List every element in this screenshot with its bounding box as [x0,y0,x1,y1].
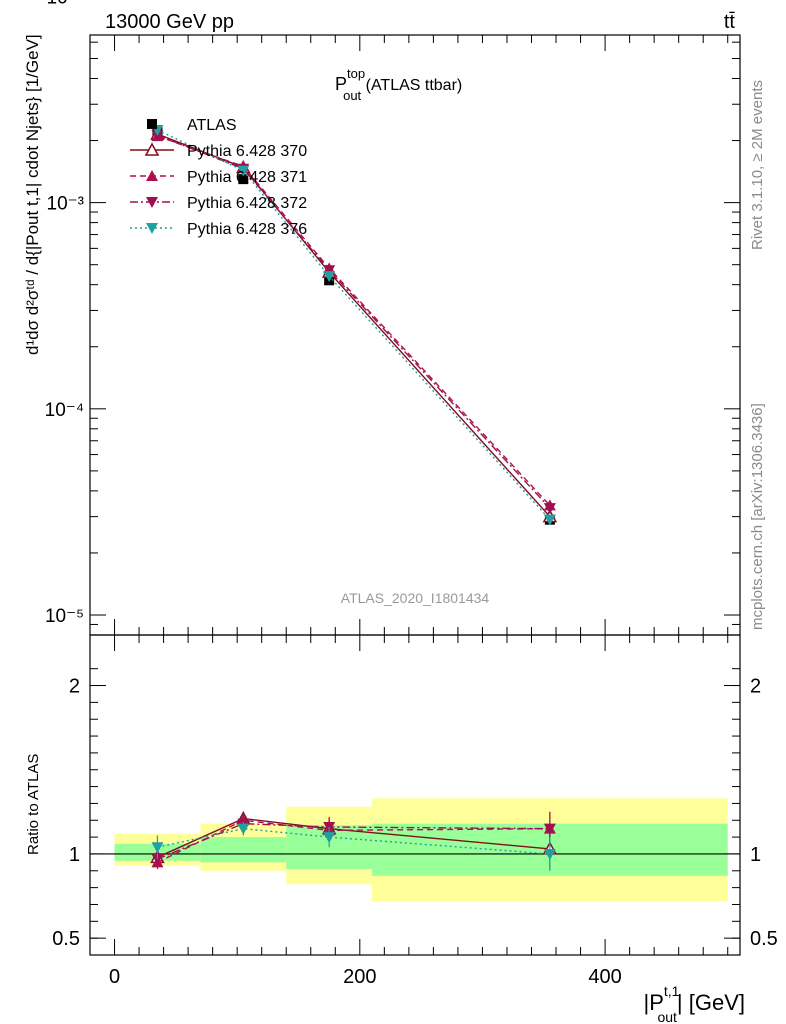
x-tick-label-0: 0 [109,966,120,988]
ratio-point-p372-0 [151,854,164,865]
series-p371 [151,130,556,870]
ratio-point-p376-0 [151,842,164,854]
ratio-line-p372 [157,822,550,860]
legend-marker-p376 [146,223,158,234]
ratio-y-label: Ratio to ATLAS [25,754,42,855]
ratio-point-p376-2 [323,832,336,844]
ratio-point-p376-1 [237,823,250,835]
ry-tick-label-1: 1 [69,844,80,866]
main-point-p376-2 [323,271,336,283]
header-left: 13000 GeV pp [105,11,234,33]
ry-tick-label-right-0: 0.5 [750,928,778,950]
watermark: ATLAS_2020_I1801434 [341,590,490,606]
ratio-bands [90,798,740,902]
main-y-label: d¹dσ d²σᵗᵈ / d{|Pout t,1| cdot Njets} [1… [23,34,42,355]
title-suffix: (ATLAS ttbar) [361,77,462,94]
title-main: P [335,74,347,94]
plot-title: Ptop out (ATLAS ttbar) [335,66,462,103]
y-tick-label-0: 10⁻⁵ [45,606,84,627]
axes: 0 200 400 10⁻⁵ 10⁻⁴ 10⁻³ 10⁻² 0.5 0.5 1 1 2 2 [45,0,778,988]
ratio-point-p372-3 [543,823,556,835]
y-tick-label-2: 10⁻³ [47,194,85,215]
ratio-plot-frame [89,634,741,956]
series-p376 [151,125,556,871]
series-atlas [152,127,555,525]
legend-label-p371: Pythia 6.428 371 [187,169,307,186]
main-line-p371 [157,135,551,506]
x-tick-label-2: 400 [588,966,621,988]
legend-label-p370: Pythia 6.428 370 [187,143,307,160]
x-label-sub: out [657,1009,677,1024]
legend-label-p372: Pythia 6.428 372 [187,195,307,212]
series-p372 [151,130,556,868]
main-line-p372 [157,134,551,509]
legend-marker-p370 [144,142,160,156]
x-label-sup: t,1 [664,983,680,999]
legend-label-atlas: ATLAS [187,117,237,134]
main-point-atlas-1 [238,174,249,185]
ratio-band-green-1 [200,837,287,863]
x-label-main: |P [643,990,663,1015]
ratio-line-p371 [157,819,550,863]
rivet-label: Rivet 3.1.10, ≥ 2M events [749,80,766,250]
main-point-p376-3 [543,514,556,526]
header-right: tt̄ [724,11,736,33]
main-point-p372-2 [323,265,336,277]
y-tick-label-3: 10⁻² [47,0,85,8]
legend: ATLAS Pythia 6.428 370 Pythia 6.428 371 Pyt… [130,117,307,238]
ratio-line-p376 [157,827,550,855]
main-line-p370 [157,133,551,518]
ratio-line-p370 [157,817,550,858]
series-p370 [150,126,558,870]
ratio-point-p376-3 [543,848,556,860]
series-group [150,125,558,871]
y-tick-label-1: 10⁻⁴ [45,400,84,421]
main-point-p372-3 [543,503,556,515]
x-tick-label-1: 200 [343,966,376,988]
legend-label-p376: Pythia 6.428 376 [187,221,307,238]
ry-tick-label-right-1: 1 [750,844,761,866]
mcplots-label: mcplots.cern.ch [arXiv:1306.3436] [749,403,766,630]
x-label-suffix: | [GeV] [677,990,745,1015]
ry-tick-label-0: 0.5 [52,928,80,950]
legend-marker-atlas [147,119,157,129]
legend-marker-p372 [146,197,158,208]
legend-marker-p371 [146,170,158,181]
title-sup: top [347,66,365,81]
main-point-p376-1 [237,165,250,177]
title-sub: out [343,88,361,103]
main-line-p376 [157,129,551,521]
ry-tick-label-2: 2 [69,676,80,698]
x-label: |Pt,1 out| [GeV] [643,983,745,1024]
ry-tick-label-right-2: 2 [750,676,761,698]
